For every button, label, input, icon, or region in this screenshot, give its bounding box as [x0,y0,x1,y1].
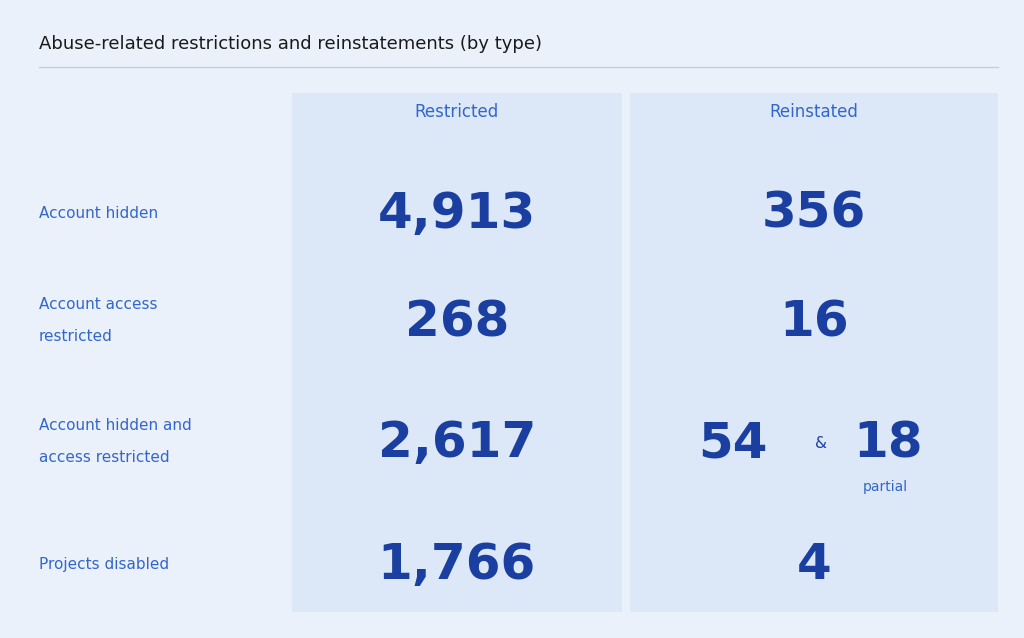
Text: Account access: Account access [39,297,158,312]
FancyBboxPatch shape [630,93,998,612]
Text: Restricted: Restricted [415,103,499,121]
Text: 1,766: 1,766 [378,540,536,589]
Text: Abuse-related restrictions and reinstatements (by type): Abuse-related restrictions and reinstate… [39,35,542,53]
Text: Account hidden and: Account hidden and [39,418,191,433]
Text: 356: 356 [762,189,866,238]
Text: access restricted: access restricted [39,450,170,465]
Text: 54: 54 [698,419,768,468]
Text: 2,617: 2,617 [378,419,536,468]
Text: restricted: restricted [39,329,113,344]
Text: 18: 18 [853,419,923,468]
Text: 4: 4 [797,540,831,589]
Text: &: & [815,436,827,451]
FancyBboxPatch shape [292,93,622,612]
Text: Projects disabled: Projects disabled [39,557,169,572]
Text: 16: 16 [779,298,849,346]
Text: Account hidden: Account hidden [39,206,158,221]
Text: 268: 268 [404,298,509,346]
Text: partial: partial [863,480,908,494]
Text: 4,913: 4,913 [378,189,536,238]
Text: Reinstated: Reinstated [770,103,858,121]
